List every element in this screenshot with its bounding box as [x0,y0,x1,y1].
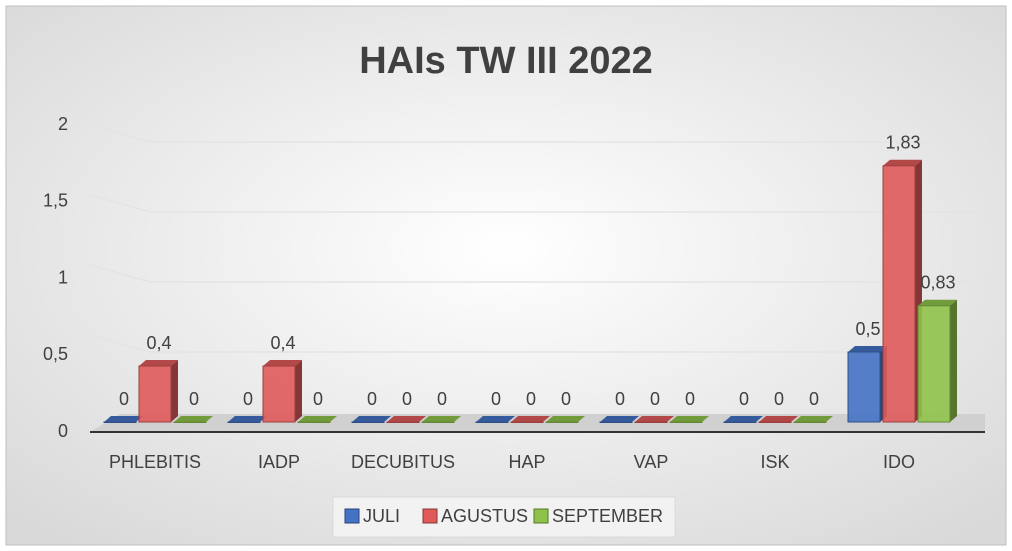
bar [882,165,916,423]
grid-line [89,334,985,353]
bar-top [387,416,426,422]
bar [227,421,261,423]
x-tick-label: IADP [258,452,300,472]
legend-box [332,496,676,538]
y-tick-label: 1 [58,267,68,287]
y-tick-label: 0,5 [43,344,68,364]
bar [138,365,172,423]
x-tick-label: ISK [760,452,789,472]
bar [917,305,951,423]
bar-top [352,416,391,422]
data-label: 0 [615,389,625,409]
y-tick-label: 2 [58,114,68,134]
bar [723,421,757,423]
data-label: 0,4 [146,333,171,353]
bar [262,365,296,423]
bar-top [104,416,143,422]
bar-top [298,416,337,422]
bar-top [263,360,302,366]
data-label: 0 [685,389,695,409]
bar [351,421,385,423]
bar [599,421,633,423]
bar-top [724,416,763,422]
bar-top [600,416,639,422]
data-label: 0 [526,389,536,409]
x-tick-label: PHLEBITIS [109,452,201,472]
x-tick-label: IDO [883,452,915,472]
bar-top [635,416,674,422]
legend-swatch [422,508,438,524]
bar-top [139,360,178,366]
data-label: 0,4 [270,333,295,353]
data-label: 0 [561,389,571,409]
data-label: 0 [650,389,660,409]
bar-top [759,416,798,422]
data-label: 0 [313,389,323,409]
bar [793,421,827,423]
bar-top [883,159,922,166]
data-label: 0 [367,389,377,409]
bar-top [476,416,515,422]
x-tick-label: VAP [634,452,669,472]
bar [634,421,668,423]
bar-top [794,416,833,422]
data-label: 0 [243,389,253,409]
bar-top [546,416,585,422]
data-label: 0 [774,389,784,409]
data-label: 0 [189,389,199,409]
bar [475,421,509,423]
bar [386,421,420,423]
legend-swatch [344,508,360,524]
data-label: 0 [119,389,129,409]
bar-top [422,416,461,422]
y-tick-label: 1,5 [43,191,68,211]
legend-label: AGUSTUS [441,506,528,526]
bar [173,421,207,423]
bar [669,421,703,423]
bar-top [848,346,887,352]
bar-top [670,416,709,422]
legend-swatch [533,508,549,524]
bar [421,421,455,423]
grid-line [89,124,985,143]
bar-top [918,299,957,306]
data-label: 1,83 [885,133,920,153]
bar [758,421,792,423]
chart-background [5,5,1007,546]
data-label: 0 [739,389,749,409]
data-label: 0 [809,389,819,409]
data-label: 0 [437,389,447,409]
grid-line [89,264,985,283]
bar [847,351,881,423]
bar [545,421,579,423]
chart-title: HAIs TW III 2022 [359,40,653,82]
bar-top [174,416,213,422]
data-label: 0 [402,389,412,409]
bar-side [171,360,178,422]
bar-side [295,360,302,422]
bar-top [511,416,550,422]
bar [297,421,331,423]
data-label: 0 [491,389,501,409]
bar [510,421,544,423]
grid-line [89,194,985,213]
bar [103,421,137,423]
y-tick-label: 0 [58,421,68,441]
legend-label: JULI [363,506,400,526]
x-tick-label: DECUBITUS [351,452,455,472]
data-label: 0,5 [855,319,880,339]
bar-side [950,299,957,422]
legend-label: SEPTEMBER [552,506,663,526]
data-label: 0,83 [920,273,955,293]
bar-top [228,416,267,422]
x-tick-label: HAP [508,452,545,472]
